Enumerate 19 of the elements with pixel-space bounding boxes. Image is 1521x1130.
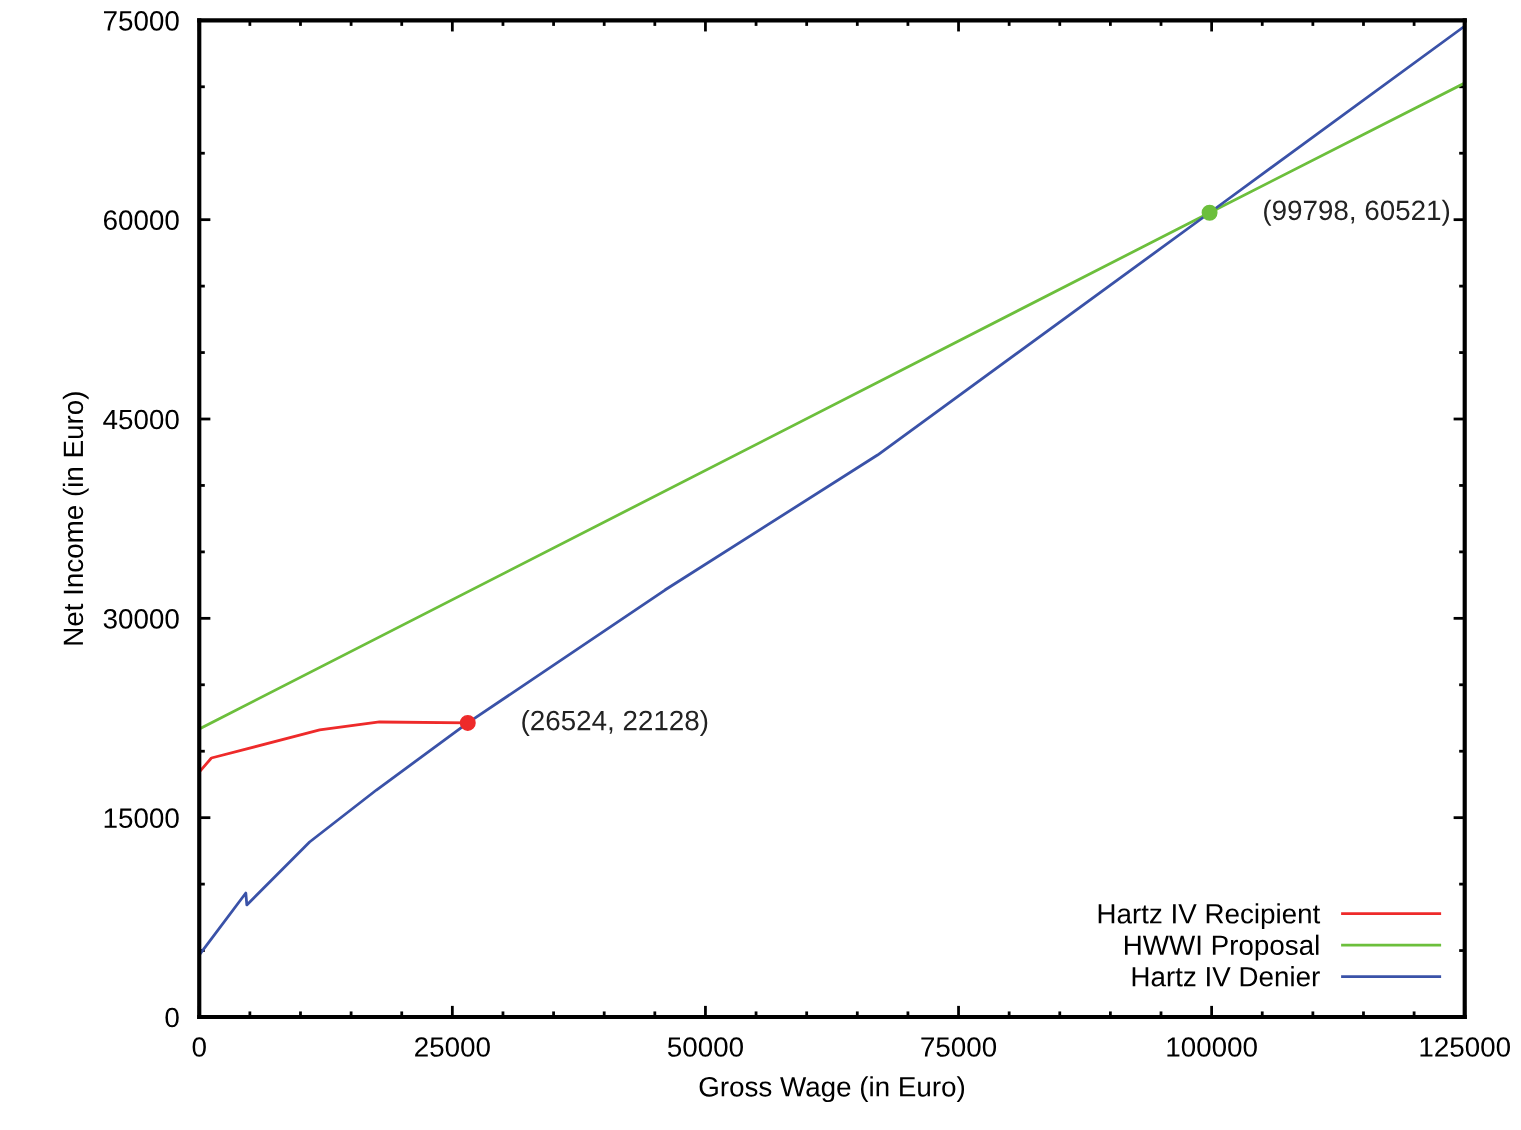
x-tick-label: 0	[192, 1037, 206, 1057]
x-tick-label: 125000	[1420, 1037, 1510, 1057]
x-tick-label: 75000	[921, 1037, 997, 1057]
legend-label: Hartz IV Recipient	[1098, 903, 1321, 930]
y-tick-label: 60000	[103, 210, 179, 231]
legend-label: HWWI Proposal	[1125, 934, 1319, 961]
y-tick-label: 75000	[103, 11, 179, 31]
data-label: (26524, 22128)	[522, 710, 708, 736]
y-tick-label: 15000	[104, 808, 179, 829]
x-tick-label: 100000	[1167, 1037, 1257, 1057]
y-axis-title: Net Income (in Euro)	[62, 392, 89, 645]
y-tick-label: 45000	[103, 409, 179, 430]
x-tick-label: 50000	[667, 1037, 743, 1057]
x-axis-title: Gross Wage (in Euro)	[699, 1076, 965, 1103]
x-tick-label: 25000	[415, 1037, 490, 1057]
y-tick-label: 30000	[103, 609, 179, 629]
y-tick-label: 0	[165, 1007, 179, 1028]
legend-label: Hartz IV Denier	[1132, 966, 1320, 987]
data-label: (99798, 60521)	[1264, 199, 1450, 226]
